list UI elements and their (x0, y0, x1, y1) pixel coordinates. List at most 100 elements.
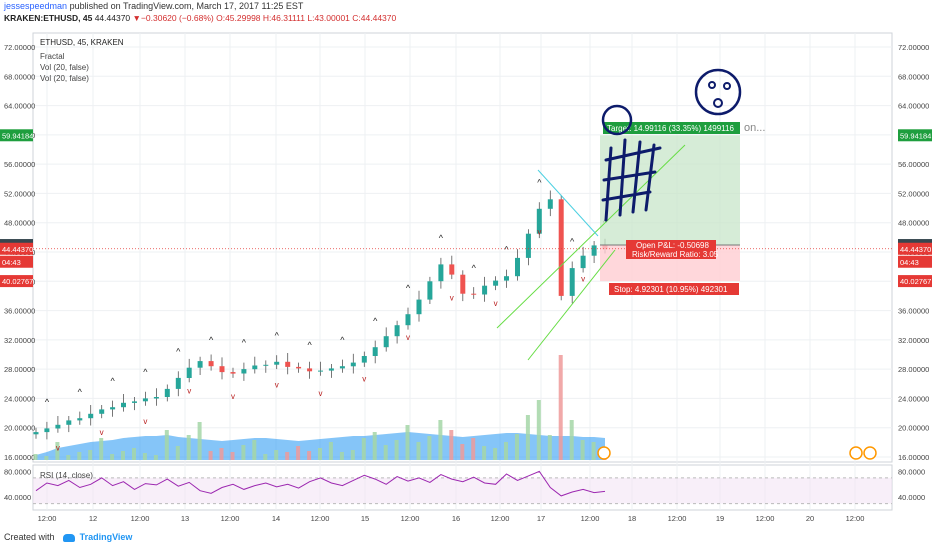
y-tick-label-right: 68.00000 (898, 72, 929, 81)
high-value: H:46.31111 (262, 13, 305, 23)
open-value: O:45.29998 (216, 13, 261, 23)
candle-body (33, 432, 39, 435)
y-tick-label-left: 56.00000 (4, 160, 35, 169)
doodle-small-face (601, 104, 633, 136)
price-tag-countdown-text: 04:43 (900, 258, 919, 267)
tradingview-brand[interactable]: TradingView (79, 532, 133, 542)
y-tick-label-left: 28.00000 (4, 365, 35, 374)
rsi-label: RSI (14, close) (40, 471, 93, 480)
candle-body (580, 255, 586, 269)
fractal-down-marker: v (275, 380, 279, 389)
candle-body (44, 428, 50, 433)
volume-bar (580, 440, 585, 460)
candle-body (525, 233, 531, 258)
x-tick-label: 19 (716, 514, 724, 523)
author-link[interactable]: jessespeedman (4, 1, 68, 11)
candle-body (482, 285, 488, 295)
x-tick-label: 12:00 (846, 514, 865, 523)
legend-indicator: Vol (20, false) (40, 74, 89, 83)
volume-bar (515, 434, 519, 460)
fractal-down-marker: v (537, 227, 541, 236)
x-tick-label: 12:00 (38, 514, 57, 523)
price-tag-stop-box (898, 275, 932, 288)
target-label-text: Target: 14.99116 (33.35%) 1499116 (607, 124, 734, 133)
candle-body (285, 361, 291, 367)
candle-body (219, 366, 225, 373)
volume-bar (132, 448, 136, 460)
fractal-up-marker: ^ (275, 330, 280, 340)
y-tick-label-right: 20.00000 (898, 424, 929, 433)
y-tick-label-left: 20.00000 (4, 424, 35, 433)
y-tick-label-right: 16.00000 (898, 453, 929, 462)
candle-body (296, 366, 302, 369)
legend-symbol: ETHUSD, 45, KRAKEN (40, 38, 124, 47)
volume-bar (197, 422, 202, 460)
volume-bar (274, 450, 279, 460)
fractal-down-marker: v (100, 428, 104, 437)
fractal-up-marker: ^ (570, 237, 575, 247)
candle-body (142, 398, 148, 402)
volume-bar (372, 432, 377, 460)
volume-bar (66, 455, 71, 460)
volume-bar (99, 438, 104, 460)
rsi-tick-right: 40.0000 (898, 493, 925, 502)
price-tag-countdown-box (898, 255, 932, 268)
volume-bar (153, 455, 158, 460)
candle-body (230, 372, 236, 374)
y-tick-label-left: 64.00000 (4, 102, 35, 111)
left-tag-current-text: 44.44370 (2, 245, 33, 254)
x-tick-label: 18 (628, 514, 636, 523)
candle-body (569, 268, 575, 296)
candle-body (471, 293, 477, 295)
x-tick-label: 13 (181, 514, 189, 523)
volume-bar (318, 448, 322, 460)
volume-bar (285, 452, 290, 460)
candle-body (438, 264, 444, 282)
candle-body (132, 401, 137, 403)
candle-body (405, 314, 411, 326)
y-tick-label-left: 68.00000 (4, 72, 35, 81)
volume-bar (296, 446, 301, 460)
stop-label-box (609, 283, 739, 295)
fractal-down-marker: v (143, 417, 147, 426)
y-tick-label-right: 24.00000 (898, 394, 929, 403)
rsi-tick-left: 80.0000 (4, 467, 31, 476)
y-tick-label-right: 36.00000 (898, 307, 929, 316)
rsi-tick-left: 40.0000 (4, 493, 31, 502)
left-tag-countdown-box (0, 255, 33, 268)
x-tick-label: 12:00 (401, 514, 420, 523)
volume-bar (558, 355, 563, 460)
x-tick-label: 12:00 (581, 514, 600, 523)
volume-bar (339, 452, 344, 460)
x-tick-label: 17 (537, 514, 545, 523)
candle-body (558, 199, 564, 296)
doodle-crosshatch (601, 138, 662, 222)
created-with-text: Created with (4, 532, 55, 542)
candle-body (241, 369, 247, 374)
footer: Created with TradingView (4, 532, 132, 542)
volume-bar (493, 448, 498, 460)
fractal-up-marker: ^ (307, 340, 312, 350)
y-tick-label-right: 52.00000 (898, 189, 929, 198)
close-value: C:44.44370 (352, 13, 397, 23)
price-tag-stop-text: 40.02767 (900, 277, 931, 286)
volume-bar (208, 451, 213, 460)
main-pane (32, 32, 893, 463)
volume-bar (110, 454, 115, 460)
candle-body (99, 409, 105, 414)
candle-body (121, 402, 126, 408)
volume-bar (438, 420, 443, 460)
volume-bar (547, 435, 552, 460)
candle-body (55, 424, 61, 429)
volume-bar (482, 446, 487, 460)
event-flag-icon (597, 446, 611, 460)
fractal-up-marker: ^ (439, 233, 444, 243)
y-tick-label-right: 64.00000 (898, 102, 929, 111)
trend-line-lower (527, 249, 616, 361)
candle-body (88, 413, 94, 419)
left-tag-countdown-text: 04:43 (2, 258, 21, 267)
fractal-down-marker: v (187, 386, 191, 395)
y-tick-label-left: 16.00000 (4, 453, 35, 462)
fractal-up-marker: ^ (242, 338, 247, 348)
price-chart[interactable]: 72.00000 72.00000 68.00000 68.00000 64.00000… (0, 28, 932, 530)
